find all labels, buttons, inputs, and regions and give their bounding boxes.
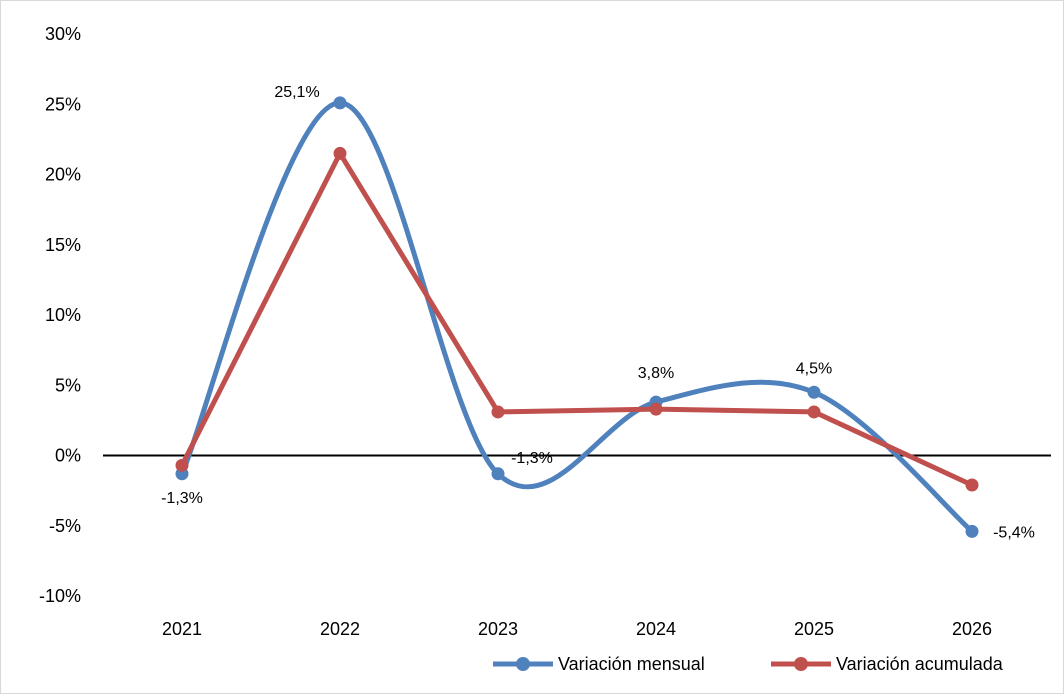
data-point	[491, 467, 505, 481]
data-point	[965, 478, 979, 492]
x-tick-label: 2025	[794, 619, 834, 639]
data-point	[333, 96, 347, 110]
data-point	[965, 524, 979, 538]
series-layer	[175, 96, 979, 538]
data-point	[175, 458, 189, 472]
data-label: 25,1%	[274, 84, 319, 101]
x-tick-label: 2022	[320, 619, 360, 639]
data-label: -1,3%	[161, 490, 203, 507]
x-axis-tick-labels: 2021 2022 2023 2024 2025 2026	[162, 619, 992, 639]
series-line-variacion-acumulada	[179, 150, 975, 488]
legend-marker	[794, 657, 808, 671]
data-point	[807, 385, 821, 399]
data-point	[491, 405, 505, 419]
y-tick-label: 15%	[45, 235, 81, 255]
data-label: -5,4%	[993, 524, 1035, 541]
y-tick-label: 0%	[55, 446, 81, 466]
legend-label: Variación mensual	[558, 654, 705, 674]
y-tick-label: -5%	[49, 516, 81, 536]
y-tick-label: 20%	[45, 165, 81, 185]
legend-label: Variación acumulada	[836, 654, 1004, 674]
y-tick-label: 5%	[55, 375, 81, 395]
y-tick-label: -10%	[39, 586, 81, 606]
x-tick-label: 2021	[162, 619, 202, 639]
legend-marker	[516, 657, 530, 671]
x-tick-label: 2024	[636, 619, 676, 639]
data-label: -1,3%	[511, 450, 553, 467]
data-point	[333, 146, 347, 160]
data-label: 4,5%	[796, 360, 832, 377]
x-tick-label: 2023	[478, 619, 518, 639]
data-point	[807, 405, 821, 419]
y-tick-label: 25%	[45, 94, 81, 114]
data-label: 3,8%	[638, 365, 674, 382]
y-tick-label: 30%	[45, 24, 81, 44]
y-tick-label: 10%	[45, 305, 81, 325]
legend: Variación mensual Variación acumulada	[493, 654, 1004, 674]
y-axis-tick-labels: 30% 25% 20% 15% 10% 5% 0% -5% -10%	[39, 24, 81, 606]
x-tick-label: 2026	[952, 619, 992, 639]
series-line-variacion-mensual	[179, 100, 975, 534]
data-point	[649, 402, 663, 416]
data-labels-layer: -1,3% 25,1% -1,3% 3,8% 4,5% -5,4%	[161, 84, 1035, 542]
